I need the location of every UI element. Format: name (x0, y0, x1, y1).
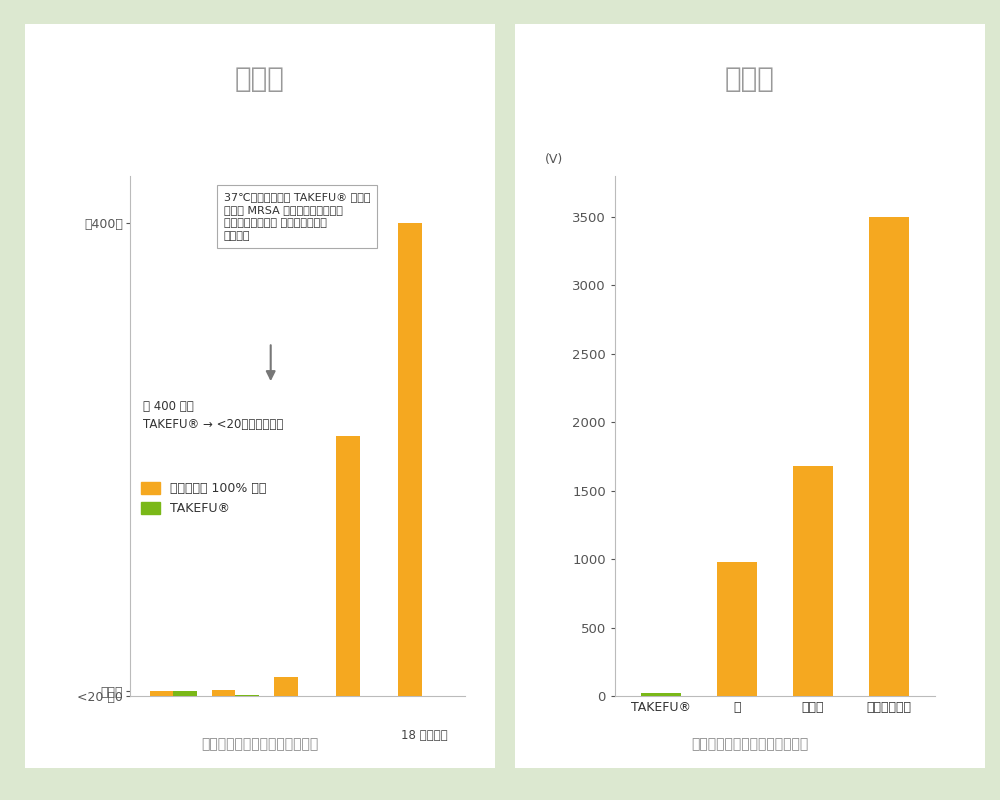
Text: 綵 400 万個
TAKEFU® → <20（検出せず）: 綵 400 万個 TAKEFU® → <20（検出せず） (143, 400, 284, 430)
Bar (150, 691, 173, 696)
Bar (793, 466, 833, 696)
Text: 抗菌性: 抗菌性 (235, 65, 285, 93)
Bar (212, 690, 235, 696)
Bar (173, 691, 197, 696)
Text: 18 時間経過: 18 時間経過 (401, 729, 448, 742)
Bar (869, 217, 909, 696)
Bar (717, 562, 757, 696)
Legend: 一般的な綵 100% 繊維, TAKEFU®: 一般的な綵 100% 繊維, TAKEFU® (136, 477, 271, 520)
Bar (641, 694, 681, 696)
Bar (274, 677, 298, 696)
Text: データ提供：ナファ生活研究所: データ提供：ナファ生活研究所 (201, 738, 319, 752)
Text: 制電性: 制電性 (725, 65, 775, 93)
Bar (336, 436, 360, 696)
Bar (398, 223, 422, 696)
Text: 37℃に保ち、綵と TAKEFU® に各４
万個の MRSA 菌（代表的な院内感
染菌）を接種。８ 時間後の生菌数
を比較。: 37℃に保ち、綵と TAKEFU® に各４ 万個の MRSA 菌（代表的な院内感… (224, 192, 370, 242)
Text: (V): (V) (545, 153, 563, 166)
Text: データ提供：ナファ生活研究所: データ提供：ナファ生活研究所 (691, 738, 809, 752)
